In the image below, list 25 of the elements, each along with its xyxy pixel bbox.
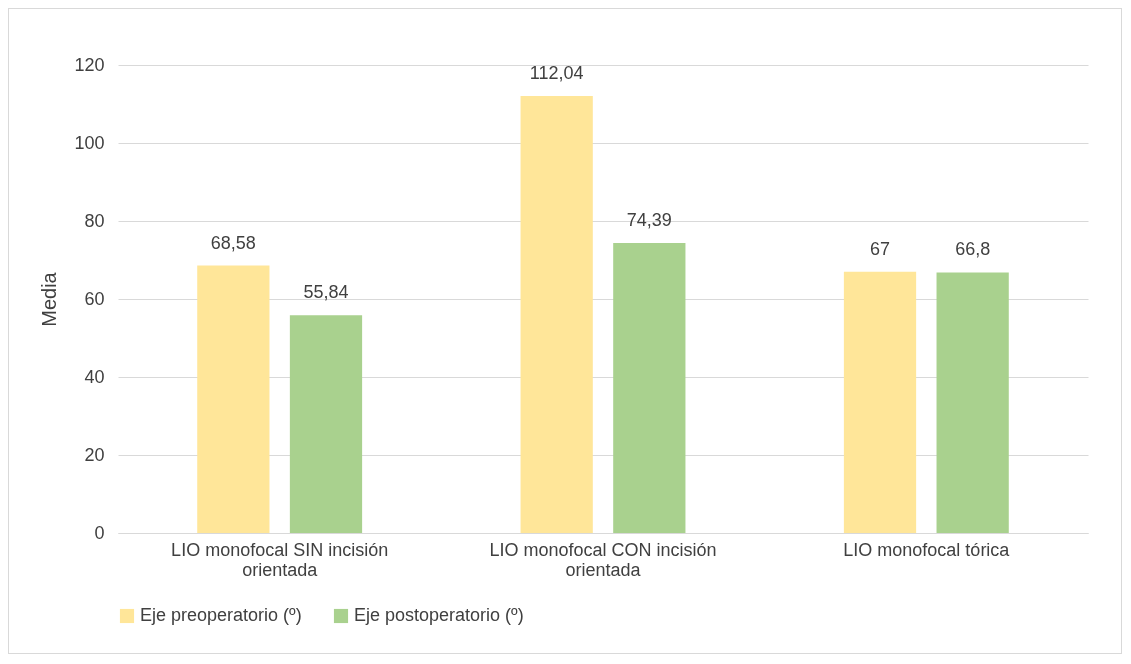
data-label: 74,39 (626, 209, 672, 230)
data-label: 55,84 (303, 282, 349, 303)
data-label: 112,04 (529, 63, 584, 84)
y-tick-label: 120 (74, 54, 105, 75)
data-label: 66,8 (955, 239, 991, 260)
bar (613, 242, 686, 533)
y-axis-title: Media (38, 271, 61, 327)
data-label: 67 (870, 238, 891, 259)
bar (843, 271, 917, 533)
legend-label: Eje postoperatorio (º) (354, 605, 524, 625)
data-label: 68,58 (210, 232, 256, 253)
y-tick-label: 40 (84, 366, 105, 387)
x-tick-label: LIO monofocal CON incisión orientada (489, 539, 717, 580)
legend-label: Eje preoperatorio (º) (140, 605, 302, 625)
x-tick-label: LIO monofocal tórica (843, 539, 1011, 560)
bar (197, 265, 270, 533)
y-tick-label: 60 (84, 288, 105, 309)
y-tick-label: 80 (84, 210, 105, 231)
y-tick-label: 0 (94, 522, 105, 543)
bar (520, 96, 593, 533)
y-tick-label: 20 (84, 444, 105, 465)
bar (289, 315, 363, 533)
bar (936, 272, 1009, 533)
y-tick-label: 100 (74, 132, 105, 153)
x-tick-label: LIO monofocal SIN incisión orientada (171, 539, 389, 580)
